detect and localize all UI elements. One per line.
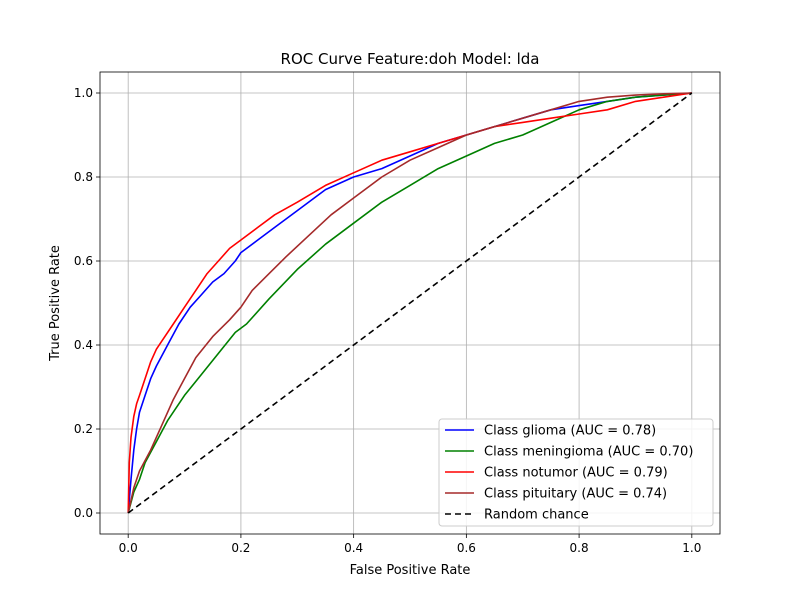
series-layer: [127, 92, 693, 514]
x-tick-label: 0.8: [570, 541, 589, 555]
legend: Class glioma (AUC = 0.78) Class meningiom…: [438, 418, 714, 527]
grid: [100, 72, 720, 534]
plot-frame: [99, 71, 721, 535]
legend-box: [438, 418, 714, 527]
series-line-3: [127, 92, 692, 514]
chart-title: ROC Curve Feature:doh Model: lda: [281, 50, 540, 68]
x-tick-label: 0.6: [457, 541, 476, 555]
legend-entry-1: Class meningioma (AUC = 0.70): [484, 445, 693, 460]
legend-entry-4: Random chance: [484, 508, 589, 523]
x-axis-label: False Positive Rate: [350, 563, 471, 578]
y-axis-label: True Positive Rate: [48, 245, 63, 362]
legend-entry-3: Class pituitary (AUC = 0.74): [484, 487, 667, 502]
x-tick-label: 0.2: [231, 541, 250, 555]
y-ticks: 0.0 0.2 0.4 0.6 0.8 1.0: [74, 86, 100, 520]
legend-entry-0: Class glioma (AUC = 0.78): [484, 424, 656, 439]
x-tick-label: 1.0: [682, 541, 701, 555]
y-tick-label: 0.2: [74, 422, 93, 436]
series-line-1: [127, 92, 692, 514]
y-tick-label: 0.0: [74, 506, 93, 520]
x-tick-label: 0.0: [119, 541, 138, 555]
x-tick-label: 0.4: [344, 541, 363, 555]
y-tick-label: 0.4: [74, 338, 93, 352]
y-tick-label: 1.0: [74, 86, 93, 100]
series-line-4: [127, 92, 693, 514]
y-tick-label: 0.6: [74, 254, 93, 268]
series-line-2: [127, 92, 692, 514]
legend-entry-2: Class notumor (AUC = 0.79): [484, 466, 668, 481]
y-tick-label: 0.8: [74, 170, 93, 184]
x-ticks: 0.0 0.2 0.4 0.6 0.8 1.0: [119, 534, 701, 555]
